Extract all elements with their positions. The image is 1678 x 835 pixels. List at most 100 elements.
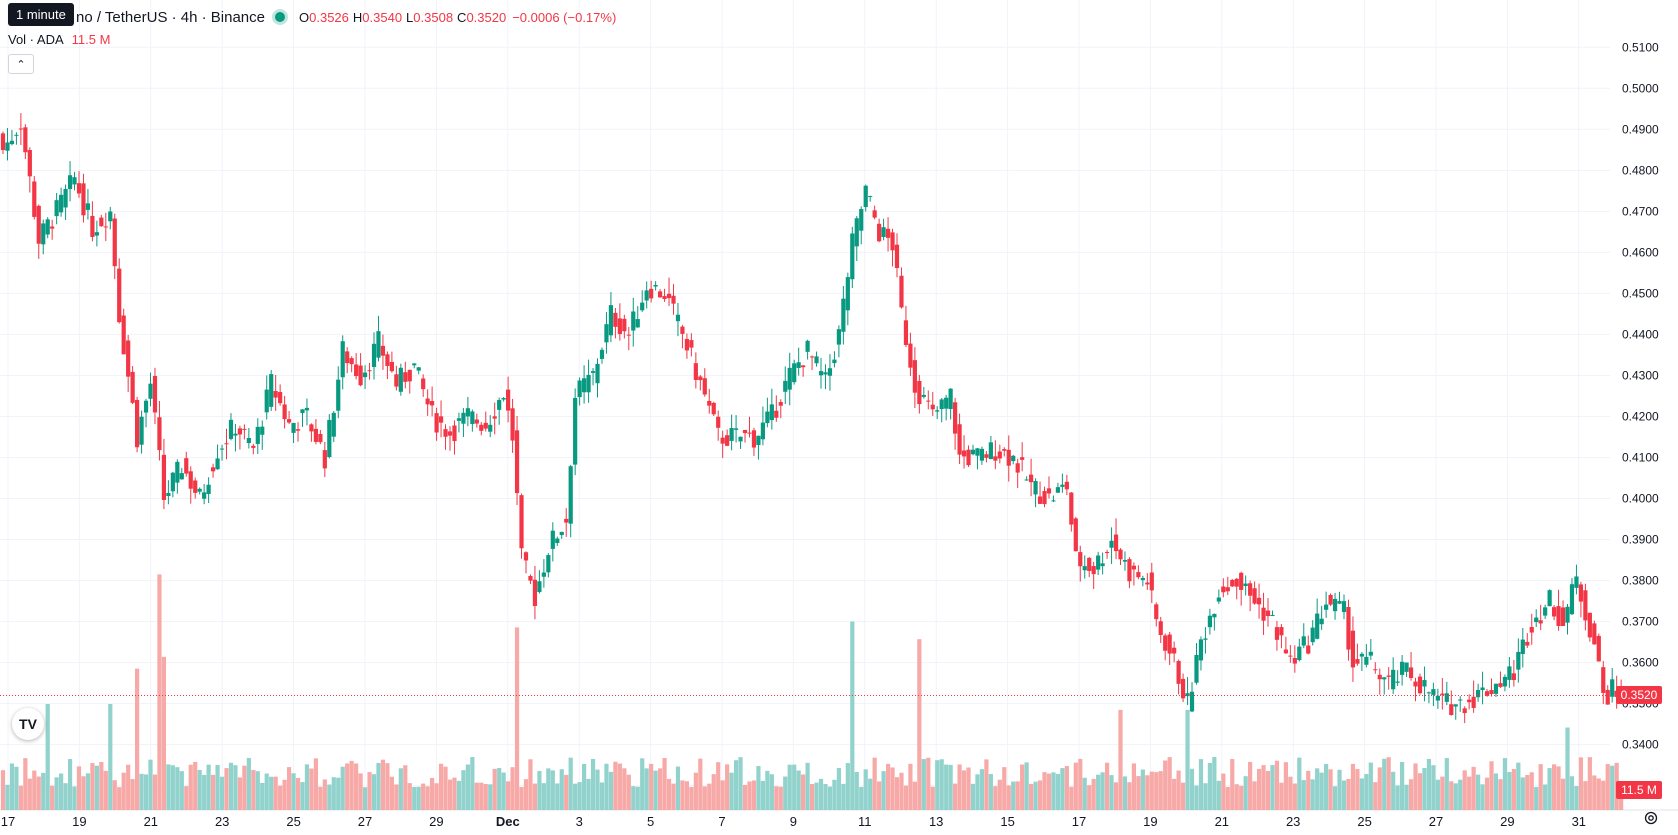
open-value: 0.3526 [309,9,349,25]
volume-bar [1346,778,1351,810]
candle-body [1225,587,1230,592]
volume-bar [309,768,314,810]
volume-bar [984,759,989,810]
candle-body [1310,627,1315,643]
volume-bar [50,785,55,810]
y-tick-label: 0.4000 [1622,492,1659,506]
candle-body [286,419,292,423]
volume-bar [313,758,318,810]
candle-body [707,400,712,406]
y-tick-label: 0.4300 [1622,368,1659,382]
volume-bar [465,764,470,810]
candle-body [850,233,855,280]
candle-body [1560,607,1566,627]
candle-body [1234,578,1239,587]
volume-bar [1601,780,1606,810]
candle-body [1400,661,1405,675]
candle-body [9,140,15,145]
volume-bar [912,781,917,810]
candle-body [657,291,663,298]
candle-body [264,389,269,413]
candle-body [1547,590,1552,607]
symbol-title[interactable]: no / TetherUS · 4h · Binance [76,8,265,26]
candle-body [1087,557,1092,571]
candle-body [778,402,783,406]
candle-body [1489,690,1494,695]
candle-body [760,422,765,440]
candle-body [1163,635,1168,651]
candle-body [747,432,752,434]
volume-bar [944,764,949,810]
volume-bar [501,772,506,810]
candle-body [590,371,596,373]
candle-body [1458,699,1463,701]
candle-body [711,402,716,415]
volume-bar [1341,780,1347,810]
x-tick-label: 25 [1357,814,1371,829]
candle-body [608,305,614,336]
gear-icon[interactable] [1642,809,1660,827]
candle-body [1346,607,1351,650]
volume-bar [961,770,967,810]
candle-body [859,209,864,231]
candle-body [1525,641,1530,646]
volume-bar [1364,774,1369,810]
candle-body [1569,584,1575,615]
candle-body [1578,584,1584,602]
x-tick-label: 29 [429,814,443,829]
candle-body [1270,614,1275,617]
candle-body [291,422,296,433]
volume-bar [573,783,578,810]
candle-body [371,343,377,367]
candle-body [63,188,68,208]
candle-body [827,368,833,376]
volume-bar [631,786,636,810]
volume-bar [555,783,560,810]
candle-body [41,223,46,245]
volume-bar [269,776,274,810]
candle-body [403,372,408,382]
volume-bar [917,639,922,810]
volume-bar [282,779,287,810]
candle-body [997,451,1002,459]
volume-bar [1189,768,1195,810]
candle-body [1449,704,1454,715]
candle-body [1167,634,1172,654]
collapse-legend-button[interactable]: ⌃ [8,54,34,74]
candle-body [1064,481,1069,490]
candle-body [1386,675,1391,677]
volume-bar [1417,773,1423,810]
candle-body [202,492,207,499]
candle-body [1261,607,1266,621]
volume-bar [1471,766,1476,810]
candle-body [108,211,113,222]
volume-bar [1243,776,1248,810]
volume-bar [604,763,609,810]
volume-bar [193,761,198,810]
volume-bar [434,783,439,810]
candle-body [1395,681,1400,683]
volume-bar [166,764,171,810]
volume-bar [260,782,265,810]
volume-bar [1158,771,1163,810]
volume-bar [130,779,135,810]
tradingview-logo-icon[interactable]: TV [12,708,44,740]
volume-bar [121,772,126,810]
volume-bar [94,765,99,810]
volume-bar [1332,786,1338,810]
volume-bar [657,768,663,810]
volume-bar [1270,765,1275,810]
low-label: L [406,9,414,25]
y-tick-label: 0.4800 [1622,163,1659,177]
volume-bar [394,784,399,810]
volume-bar [1002,767,1007,810]
volume-bar [1292,783,1297,810]
candle-body [1082,566,1087,571]
volume-bar [872,757,877,810]
candle-body [845,277,850,311]
volume-bar [108,703,113,810]
volume-bar [885,763,891,810]
x-tick-label: 27 [358,814,372,829]
volume-label[interactable]: Vol · ADA [8,32,64,47]
